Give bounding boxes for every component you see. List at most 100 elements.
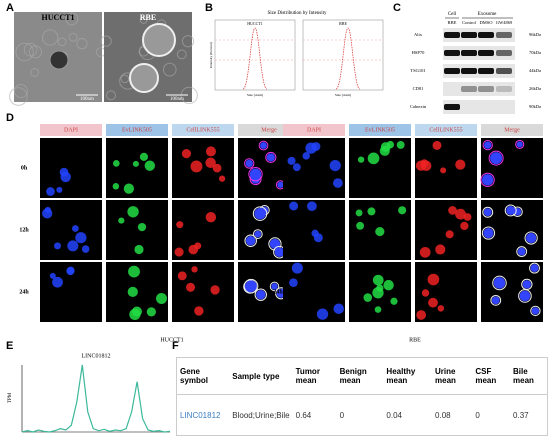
table-cell: 0.37	[513, 410, 529, 420]
plot-frame	[214, 19, 296, 91]
cell	[482, 139, 493, 151]
cell	[530, 264, 539, 273]
cell	[274, 247, 285, 257]
blot-band	[496, 68, 512, 74]
cell	[376, 284, 384, 292]
channel-header	[283, 124, 345, 136]
header-row: Gene symbol Sample type Tumor mean Benign m…	[177, 358, 547, 395]
cell	[245, 235, 256, 246]
table-row: LINC01812 Blood;Urine;Bile 0.64 0 0.04 0.08 0 0…	[177, 395, 547, 436]
cell	[256, 290, 266, 300]
label: Exosome	[478, 12, 497, 17]
cell	[490, 152, 503, 165]
cell	[455, 159, 466, 170]
label: Cell	[448, 12, 457, 17]
cell	[482, 174, 494, 186]
cell	[329, 160, 341, 172]
cell	[517, 247, 526, 256]
cell	[277, 181, 284, 188]
cell	[427, 273, 440, 286]
blot-band	[478, 50, 494, 56]
cell	[252, 229, 263, 239]
table-cell: 0	[475, 410, 480, 420]
cell	[333, 178, 343, 188]
cell	[311, 142, 321, 151]
label: 26kDa	[529, 86, 541, 91]
cell	[271, 283, 278, 290]
table-cell: 0.64	[295, 410, 312, 420]
vesicle	[120, 74, 130, 84]
column-header: Benign mean	[336, 358, 384, 395]
channel-header	[40, 124, 102, 136]
cell	[156, 292, 167, 304]
cell	[244, 158, 255, 169]
cell	[522, 280, 532, 289]
cell	[137, 222, 147, 232]
vesicle	[100, 35, 112, 47]
cell	[386, 140, 395, 149]
distribution-curve	[242, 27, 268, 90]
label: HSP70	[412, 50, 426, 55]
blot-band	[461, 32, 477, 38]
column-header: Gene symbol	[177, 358, 230, 395]
cell	[530, 305, 541, 317]
blot-band	[496, 50, 512, 56]
blot-band	[496, 32, 512, 38]
panel-letter: D	[6, 112, 14, 124]
cell	[287, 156, 296, 165]
cell	[129, 308, 141, 321]
cell	[52, 276, 63, 288]
label: DAPI	[64, 127, 78, 133]
cell	[66, 267, 75, 276]
cell	[44, 206, 51, 213]
cell	[483, 208, 492, 217]
cell	[481, 226, 496, 240]
cell	[243, 278, 259, 294]
cell	[210, 285, 220, 295]
cell	[390, 297, 398, 305]
cell	[289, 278, 298, 287]
cell	[254, 207, 266, 220]
cell	[506, 205, 516, 215]
label: 24h	[273, 289, 283, 295]
cell	[127, 206, 139, 218]
label: Merge	[261, 127, 277, 133]
exosome	[129, 63, 159, 93]
cell	[205, 146, 216, 157]
label: HUCCT1	[247, 21, 263, 26]
cell	[484, 141, 492, 149]
cell	[455, 208, 466, 220]
vesicle	[68, 32, 78, 42]
cell	[176, 221, 184, 229]
cell	[379, 145, 390, 156]
label: Size Distribution by Intensity	[267, 11, 327, 16]
blot-band	[461, 50, 477, 56]
label: TSG101	[410, 68, 425, 73]
cell	[190, 160, 203, 173]
cell	[372, 274, 384, 286]
label: RBE	[140, 13, 156, 22]
label: Size (d.nm)	[247, 93, 264, 97]
blot-band	[444, 32, 460, 38]
label: LINC01812	[82, 353, 111, 359]
cell	[248, 166, 263, 182]
label: RBE	[409, 337, 421, 343]
cell	[483, 227, 494, 239]
label: 90kDa	[529, 104, 541, 109]
table-body: LINC01812 Blood;Urine;Bile 0.64 0 0.04 0.08 0 0…	[177, 395, 547, 436]
cell	[205, 211, 217, 223]
label: Alix	[414, 32, 423, 37]
vesicle	[41, 29, 59, 46]
vesicle	[15, 42, 34, 62]
cell	[49, 272, 56, 279]
vesicle	[176, 49, 187, 60]
label: Calnexin	[410, 104, 427, 109]
cell	[356, 221, 365, 230]
cell	[448, 206, 457, 215]
column-header: Healthy mean	[383, 358, 433, 395]
cell	[127, 286, 138, 297]
label: CellLINK555	[186, 127, 219, 133]
cell	[71, 225, 79, 232]
channel-header	[349, 124, 411, 136]
